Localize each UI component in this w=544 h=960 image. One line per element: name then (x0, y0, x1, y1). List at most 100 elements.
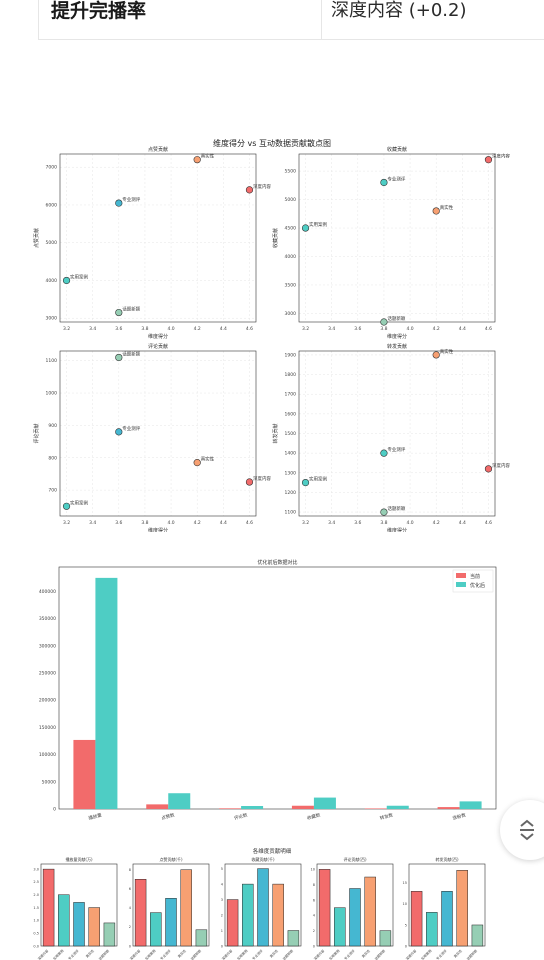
y-tick-label: 3000 (285, 311, 297, 317)
point-label: 实用案例 (309, 221, 327, 228)
y-tick-label: 1100 (285, 510, 297, 516)
y-tick-label: 8 (129, 868, 131, 872)
scroll-toggle-button[interactable] (500, 800, 544, 860)
legend-swatch (456, 573, 466, 578)
detail-bar (410, 891, 423, 947)
y-tick-label: 8 (313, 883, 315, 887)
y-tick-label: 4 (129, 906, 132, 910)
point-label: 专业测评 (122, 196, 140, 203)
y-tick-label: 1000 (46, 391, 58, 397)
x-tick-label: 真实性 (84, 948, 95, 959)
panel-title: 点赞贡献 (148, 146, 168, 153)
scatter-point (380, 178, 388, 187)
x-axis-label: 维度得分 (148, 527, 168, 532)
detail-panel-title: 点赞贡献(千) (159, 856, 183, 862)
y-tick-label: 0.0 (33, 944, 39, 948)
detail-bar (134, 879, 147, 947)
detail-bar (150, 912, 162, 947)
scatter-panel: 收藏贡献 3.2 3.4 3.6 3.8 4.0 4.2 4.4 4.6 3000 3500 4000… (272, 146, 510, 340)
detail-bar (73, 902, 85, 947)
x-tick-label: 实用案例 (236, 948, 249, 960)
scatter-figure: 维度得分 vs 互动数据贡献散点图 点赞贡献 3.2 3.4 3.6 3.8 4.0 4.2… (33, 138, 510, 532)
x-tick-label: 3.2 (302, 520, 309, 526)
scatter-point (380, 508, 388, 516)
bar-current (291, 805, 314, 809)
table-cell-focus: 深度内容 (+0.2) (331, 0, 467, 21)
x-tick-label: 4.4 (220, 520, 227, 526)
scatter-suptitle: 维度得分 vs 互动数据贡献散点图 (213, 138, 331, 148)
scatter-panel: 转发贡献 3.2 3.4 3.6 3.8 4.0 4.2 4.4 4.6 1100 1200 1300… (272, 343, 510, 532)
point-label: 真实性 (201, 153, 215, 160)
scatter-point (62, 502, 71, 510)
point-label: 话题新颖 (387, 505, 405, 512)
comparison-bar-figure: 优化前后数据对比 0 50000 100000 150000 200000 250000 30… (39, 559, 497, 822)
y-tick-label: 0 (405, 944, 407, 948)
x-tick-label: 话题新颖 (97, 948, 110, 960)
detail-bar (180, 869, 192, 947)
x-tick-label: 4.2 (194, 520, 201, 526)
bar-optimized (168, 793, 191, 809)
point-label: 深度内容 (253, 183, 271, 190)
detail-bar (272, 883, 284, 947)
y-tick-label: 1900 (285, 352, 297, 358)
y-tick-label: 1500 (285, 431, 297, 437)
scatter-point (245, 478, 254, 486)
bar-panel: 优化前后数据对比 0 50000 100000 150000 200000 250000 30… (39, 559, 497, 822)
scatter-point (380, 318, 388, 326)
x-tick-label: 收藏数 (306, 811, 321, 821)
detail-bar (88, 907, 100, 947)
x-tick-label: 话题新颖 (189, 948, 202, 960)
detail-panel-title: 播放量贡献(万) (65, 856, 93, 862)
y-tick-label: 0 (129, 944, 131, 948)
x-axis-label: 维度得分 (148, 333, 168, 340)
y-tick-label: 6 (129, 887, 131, 891)
y-tick-label: 3 (221, 898, 223, 902)
y-tick-label: 6 (313, 898, 315, 902)
detail-panel-title: 评论贡献(百) (343, 856, 367, 862)
y-tick-label: 200000 (39, 698, 56, 704)
x-tick-label: 深度内容 (220, 948, 233, 960)
y-tick-label: 250000 (39, 671, 56, 677)
x-tick-label: 3.4 (328, 520, 335, 526)
x-tick-label: 3.6 (115, 326, 122, 332)
scatter-panel: 点赞贡献 3.2 3.4 3.6 3.8 4.0 4.2 4.4 4.6 3000 4000 5000… (33, 146, 271, 340)
scatter-point (193, 156, 201, 164)
point-label: 实用案例 (309, 476, 327, 483)
detail-panel: 点赞贡献(千) 0 2 4 6 8 深度内容 实用案例 专业测评 真实性 话题新颖 (128, 856, 210, 960)
y-tick-label: 15 (403, 881, 407, 885)
y-tick-label: 2 (221, 913, 223, 917)
x-tick-label: 评论数 (233, 811, 248, 821)
y-tick-label: 1800 (285, 372, 297, 378)
y-tick-label: 150000 (39, 725, 56, 731)
y-tick-label: 4500 (285, 226, 297, 232)
legend-swatch (456, 582, 466, 587)
detail-bar (364, 876, 376, 947)
y-tick-label: 4 (313, 914, 316, 918)
y-tick-label: 2 (313, 929, 315, 933)
detail-bar (318, 869, 331, 947)
point-label: 深度内容 (492, 462, 510, 469)
y-tick-label: 4 (221, 882, 224, 886)
scatter-point (484, 156, 493, 164)
x-tick-label: 真实性 (268, 948, 279, 959)
scatter-point (115, 428, 123, 436)
scatter-point (301, 479, 310, 487)
y-tick-label: 1200 (285, 490, 297, 496)
y-tick-label: 1 (221, 929, 223, 933)
point-label: 深度内容 (492, 153, 510, 160)
x-tick-label: 4.6 (485, 520, 492, 526)
plot-frame (58, 566, 497, 810)
x-tick-label: 深度内容 (404, 948, 417, 960)
detail-bar (103, 922, 116, 947)
plot-frame (59, 153, 257, 323)
scatter-point (432, 207, 440, 215)
top-table: 提升完播率 深度内容 (+0.2) (38, 0, 544, 40)
y-tick-label: 3500 (285, 282, 297, 288)
detail-panel: 评论贡献(百) 0 2 4 6 8 10 深度内容 实用案例 专业测评 真实性 话题新颖 (311, 856, 394, 960)
detail-bar (42, 868, 55, 947)
y-tick-label: 10 (311, 868, 315, 872)
x-tick-label: 3.6 (354, 326, 361, 332)
x-tick-label: 实用案例 (420, 948, 433, 960)
bar-optimized (95, 577, 118, 809)
x-tick-label: 4.0 (167, 326, 174, 332)
